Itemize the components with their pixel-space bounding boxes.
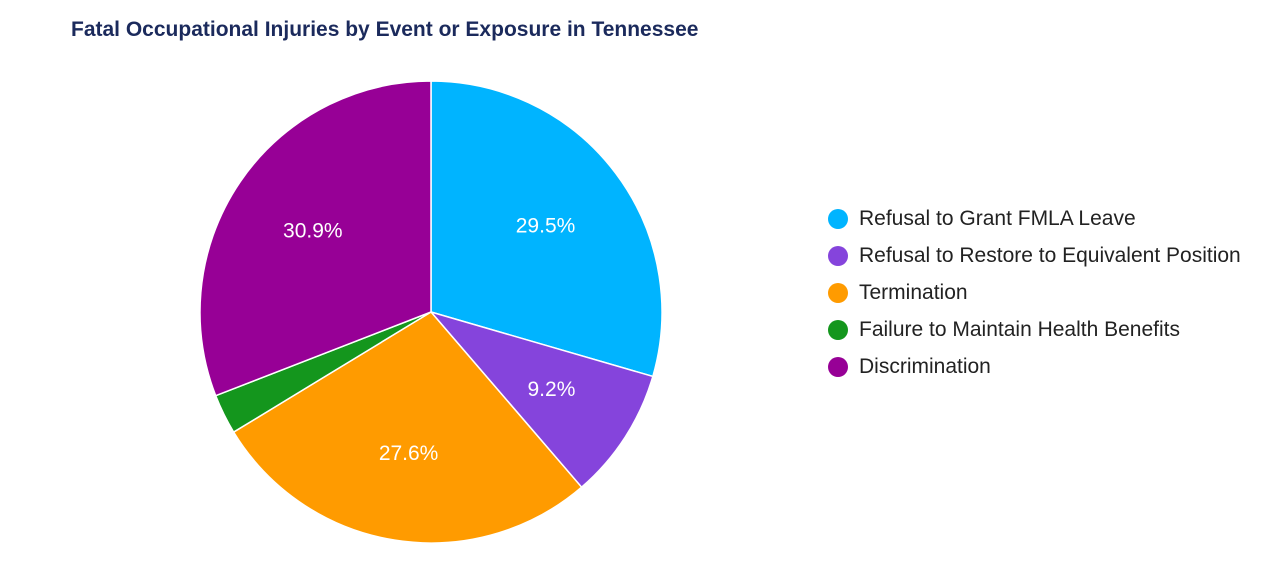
legend-swatch-1 [828, 246, 848, 266]
legend-label-1: Refusal to Restore to Equivalent Positio… [859, 244, 1241, 267]
slice-label-0: 29.5% [516, 215, 576, 238]
pie-slice-0 [430, 80, 663, 378]
legend-label-2: Termination [859, 281, 968, 304]
legend-item-0: Refusal to Grant FMLA Leave [828, 204, 1248, 234]
slice-label-4: 30.9% [283, 220, 343, 243]
legend-label-0: Refusal to Grant FMLA Leave [859, 207, 1136, 230]
legend-swatch-2 [828, 283, 848, 303]
legend-item-3: Failure to Maintain Health Benefits [828, 315, 1248, 345]
legend: Refusal to Grant FMLA Leave Refusal to Re… [828, 204, 1248, 389]
slice-label-1: 9.2% [528, 378, 576, 401]
slice-label-2: 27.6% [379, 442, 439, 465]
legend-label-4: Discrimination [859, 355, 991, 378]
legend-item-4: Discrimination [828, 352, 1248, 382]
legend-swatch-3 [828, 320, 848, 340]
pie-slice-1 [428, 310, 654, 489]
legend-item-1: Refusal to Restore to Equivalent Positio… [828, 241, 1248, 271]
legend-label-3: Failure to Maintain Health Benefits [859, 318, 1180, 341]
pie-slice-2 [232, 311, 583, 544]
chart-title: Fatal Occupational Injuries by Event or … [71, 18, 699, 41]
legend-swatch-4 [828, 357, 848, 377]
pie-slice-4 [199, 80, 432, 397]
legend-item-2: Termination [828, 278, 1248, 308]
legend-swatch-0 [828, 209, 848, 229]
